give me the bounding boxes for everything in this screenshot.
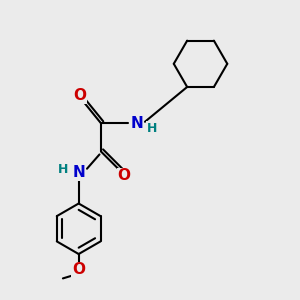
- Text: O: O: [74, 88, 87, 104]
- Text: O: O: [72, 262, 85, 277]
- Text: N: N: [72, 165, 85, 180]
- Text: N: N: [130, 116, 143, 131]
- Text: H: H: [147, 122, 157, 135]
- Text: H: H: [58, 163, 68, 176]
- Text: O: O: [118, 168, 130, 183]
